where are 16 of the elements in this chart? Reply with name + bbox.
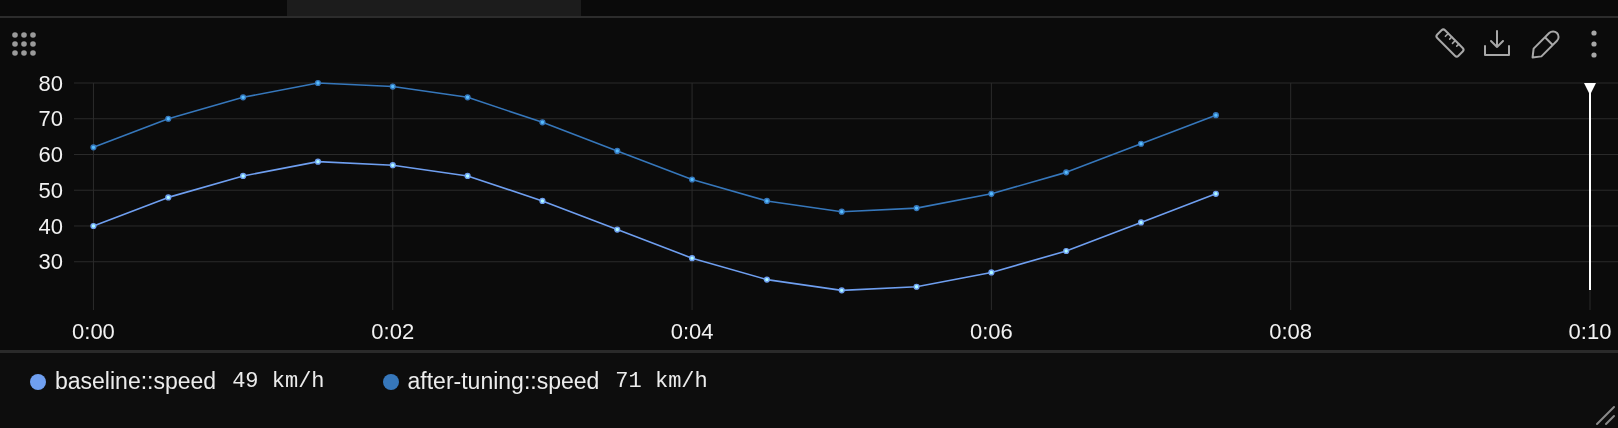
y-tick-label: 80 [38, 70, 63, 96]
x-tick-label: 0:10 [1568, 319, 1612, 344]
y-tick-label: 40 [38, 213, 63, 239]
x-tick-label: 0:02 [371, 319, 415, 344]
y-tick-label: 30 [38, 249, 63, 275]
x-tick-label: 0:00 [72, 319, 115, 344]
x-tick-label: 0:04 [670, 319, 714, 344]
x-tick-label: 0:08 [1269, 319, 1313, 344]
x-tick-label: 0:06 [969, 319, 1013, 344]
y-tick-label: 70 [38, 106, 63, 132]
legend-label: baseline::speed [55, 368, 217, 395]
text: 49 km/h [232, 369, 325, 394]
legend-label: after-tuning::speed [407, 368, 600, 395]
y-tick-label: 60 [38, 142, 63, 168]
y-tick-label: 50 [38, 177, 63, 203]
text: 71 km/h [615, 369, 708, 394]
